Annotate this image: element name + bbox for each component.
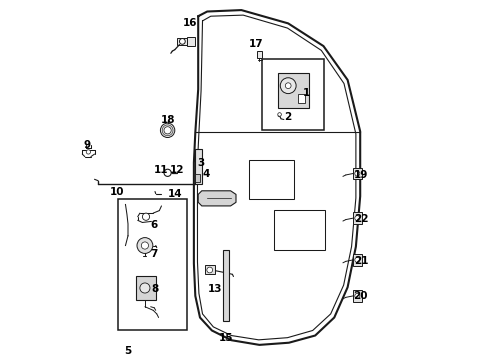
- Text: 19: 19: [354, 170, 368, 180]
- Bar: [205, 265, 216, 274]
- Bar: [262, 59, 324, 130]
- Text: 16: 16: [183, 18, 197, 28]
- Circle shape: [141, 242, 148, 249]
- Circle shape: [355, 216, 360, 221]
- Circle shape: [355, 171, 360, 176]
- Polygon shape: [198, 191, 236, 206]
- Bar: [257, 51, 262, 58]
- Text: 11: 11: [154, 165, 169, 175]
- Bar: [195, 149, 202, 184]
- Bar: [136, 276, 156, 300]
- Text: 20: 20: [353, 291, 368, 301]
- Bar: [353, 254, 362, 266]
- Circle shape: [207, 267, 213, 273]
- Bar: [353, 212, 362, 224]
- Bar: [223, 250, 229, 321]
- Circle shape: [143, 213, 149, 220]
- Text: 4: 4: [203, 168, 210, 179]
- Bar: [248, 160, 294, 199]
- Bar: [187, 37, 196, 46]
- Text: 18: 18: [160, 114, 175, 125]
- Bar: [118, 199, 187, 330]
- Text: 17: 17: [248, 39, 263, 49]
- Text: 7: 7: [150, 249, 158, 259]
- Text: 9: 9: [83, 140, 90, 150]
- Circle shape: [278, 113, 281, 116]
- Text: 8: 8: [151, 284, 159, 294]
- Circle shape: [355, 257, 360, 262]
- Text: 2: 2: [285, 112, 292, 122]
- Bar: [298, 94, 305, 103]
- Text: 12: 12: [170, 165, 184, 175]
- Circle shape: [86, 150, 91, 154]
- Text: 22: 22: [354, 214, 368, 224]
- Text: 14: 14: [168, 189, 182, 199]
- Text: 3: 3: [197, 158, 205, 168]
- Circle shape: [285, 83, 291, 89]
- Bar: [353, 168, 362, 179]
- Bar: [274, 210, 325, 250]
- Bar: [278, 73, 309, 108]
- Circle shape: [140, 283, 150, 293]
- Bar: [196, 174, 200, 182]
- Bar: [353, 290, 362, 302]
- Circle shape: [137, 238, 153, 253]
- Text: 5: 5: [124, 346, 132, 356]
- Circle shape: [280, 78, 296, 94]
- Circle shape: [160, 123, 175, 138]
- Bar: [177, 38, 187, 45]
- Text: 15: 15: [219, 333, 234, 343]
- Text: 1: 1: [303, 88, 311, 98]
- Text: 6: 6: [150, 220, 158, 230]
- Text: 10: 10: [110, 186, 124, 197]
- Circle shape: [164, 169, 171, 176]
- Circle shape: [355, 293, 360, 298]
- Circle shape: [164, 127, 171, 134]
- Circle shape: [179, 39, 185, 44]
- Text: 21: 21: [354, 256, 368, 266]
- Text: 13: 13: [208, 284, 223, 294]
